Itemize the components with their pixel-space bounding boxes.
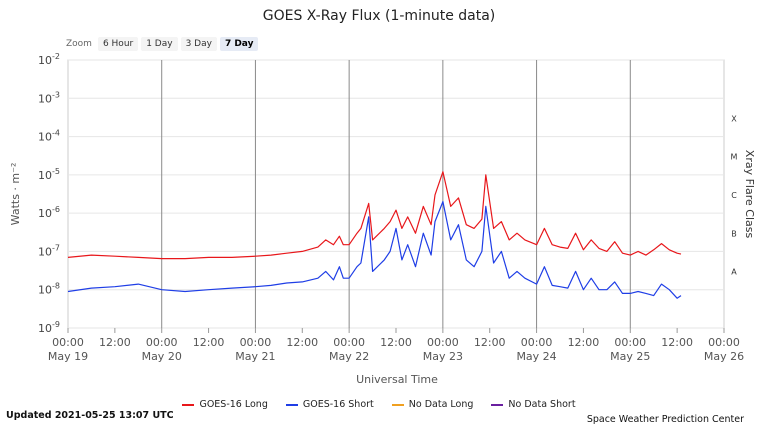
zoom-1-day-button[interactable]: 1 Day [141, 37, 178, 51]
x-tick-label: 12:00 [474, 336, 506, 349]
y-tick-label: 10-5 [38, 167, 60, 182]
legend-item-no-data-short[interactable]: No Data Short [491, 399, 576, 410]
plot-background [67, 59, 725, 329]
x-tick-label: 12:00 [661, 336, 693, 349]
x-tick-label: 00:00 [333, 336, 365, 349]
x-tick-label: 00:00 [708, 336, 740, 349]
x-tick-label: 00:00 [240, 336, 272, 349]
y-tick-label: 10-8 [38, 282, 60, 297]
x-tick-label: 00:00 [521, 336, 553, 349]
x-tick-label: 00:00 [614, 336, 646, 349]
x-date-label: May 19 [48, 350, 88, 363]
flare-class-label: M [731, 153, 738, 162]
x-date-label: May 21 [235, 350, 275, 363]
y-tick-label: 10-9 [38, 320, 60, 335]
y-tick-label: 10-2 [38, 52, 60, 67]
legend-item-no-data-long[interactable]: No Data Long [391, 399, 474, 410]
series-line [67, 201, 682, 299]
x-tick-label: 12:00 [99, 336, 131, 349]
chart-title: GOES X-Ray Flux (1-minute data) [263, 8, 496, 24]
y-tick-label: 10-7 [38, 243, 60, 258]
y-axis-label: Watts · m⁻² [9, 163, 22, 226]
zoom-6-hour-button[interactable]: 6 Hour [97, 37, 139, 51]
legend-swatch [391, 403, 404, 406]
legend-swatch [491, 403, 504, 406]
legend-label: No Data Short [508, 399, 576, 410]
flare-class-axis-label: Xray Flare Class [743, 150, 756, 239]
legend-label: No Data Long [408, 399, 474, 410]
flare-class-label: X [731, 114, 737, 123]
x-tick-label: 12:00 [286, 336, 318, 349]
series-line [67, 171, 682, 260]
flare-class-label: C [731, 191, 737, 200]
x-tick-label: 12:00 [380, 336, 412, 349]
zoom-7-day-button[interactable]: 7 Day [219, 37, 259, 51]
updated-timestamp: Updated 2021-05-25 13:07 UTC [6, 410, 174, 421]
legend-label: GOES-16 Long [199, 399, 268, 410]
legend-swatch [285, 403, 298, 406]
y-tick-label: 10-6 [38, 205, 60, 220]
y-tick-label: 10-3 [38, 90, 60, 105]
y-tick-label: 10-4 [38, 129, 60, 144]
x-date-label: May 25 [610, 350, 650, 363]
x-date-label: May 20 [142, 350, 182, 363]
credit-text: Space Weather Prediction Center [586, 414, 744, 425]
legend-item-goes16-short[interactable]: GOES-16 Short [285, 399, 374, 410]
x-date-label: May 23 [423, 350, 463, 363]
zoom-3-day-button[interactable]: 3 Day [180, 37, 217, 51]
flare-class-label: A [731, 268, 737, 277]
x-tick-label: 00:00 [146, 336, 178, 349]
x-tick-label: 12:00 [568, 336, 600, 349]
x-date-label: May 22 [329, 350, 369, 363]
x-tick-label: 00:00 [427, 336, 459, 349]
legend-swatch [182, 403, 195, 406]
zoom-label: Zoom [66, 39, 92, 49]
x-date-label: May 24 [516, 350, 556, 363]
zoom-bar: Zoom 6 Hour 1 Day 3 Day 7 Day [66, 37, 261, 51]
legend-item-goes16-long[interactable]: GOES-16 Long [182, 399, 268, 410]
legend: GOES-16 Long GOES-16 Short No Data Long … [0, 399, 758, 410]
flare-class-label: B [731, 229, 737, 238]
x-axis-label: Universal Time [356, 373, 438, 386]
x-tick-label: 00:00 [52, 336, 84, 349]
x-tick-label: 12:00 [193, 336, 225, 349]
plot-area: 10-210-310-410-510-610-710-810-900:00May… [38, 52, 744, 363]
legend-label: GOES-16 Short [302, 399, 374, 410]
x-date-label: May 26 [704, 350, 744, 363]
